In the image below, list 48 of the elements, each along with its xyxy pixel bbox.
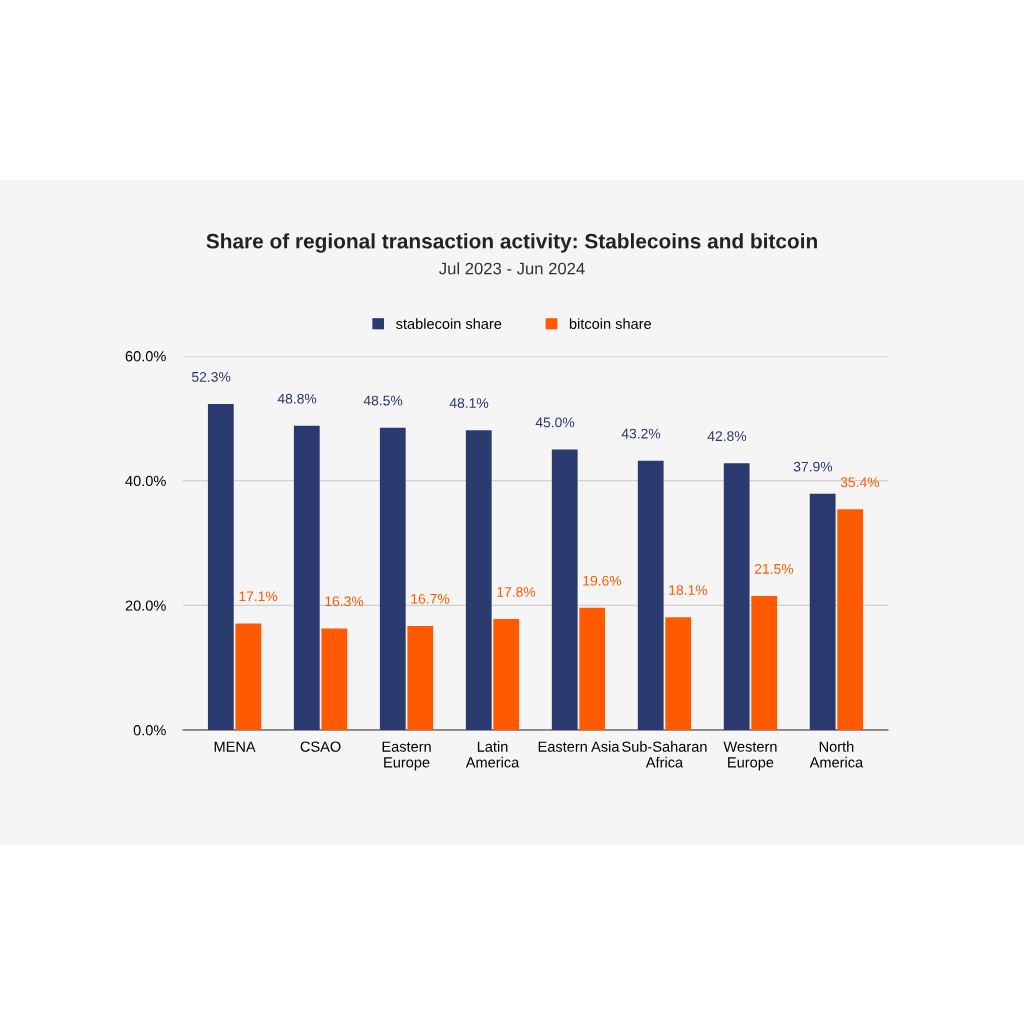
x-tick-label: Western Europe xyxy=(723,741,777,771)
x-tick-label: Eastern Asia xyxy=(538,741,620,752)
data-label: 18.1% xyxy=(669,585,708,595)
data-label: 17.1% xyxy=(239,591,278,602)
x-tick-label: Eastern Europe xyxy=(382,741,431,771)
bar xyxy=(321,628,348,730)
bar xyxy=(751,595,778,730)
data-label: 48.8% xyxy=(277,393,317,404)
bar xyxy=(379,427,406,730)
data-label: 37.9% xyxy=(793,461,833,472)
x-tick-label: CSAO xyxy=(300,741,341,752)
bar xyxy=(637,460,664,730)
data-label: 43.2% xyxy=(621,428,661,439)
bar xyxy=(723,463,750,730)
data-label: 16.3% xyxy=(325,596,364,607)
bar xyxy=(235,623,262,730)
x-tick-label: North America xyxy=(809,741,864,768)
bar xyxy=(493,619,520,730)
bar xyxy=(465,430,492,730)
x-tick-label: MENA xyxy=(214,741,256,752)
y-tick-label: 60.0% xyxy=(125,351,166,362)
bar xyxy=(809,493,836,730)
chart-subtitle: Jul 2023 - Jun 2024 xyxy=(439,262,585,275)
y-tick-label: 20.0% xyxy=(125,600,166,611)
bar xyxy=(579,607,606,730)
data-label: 52.3% xyxy=(191,371,231,382)
legend-label: bitcoin share xyxy=(569,318,651,329)
data-label: 48.1% xyxy=(449,398,489,408)
bar xyxy=(551,449,578,730)
bar xyxy=(293,425,320,730)
data-label: 42.8% xyxy=(707,431,747,442)
bar xyxy=(665,617,692,730)
y-tick-label: 40.0% xyxy=(125,475,166,487)
data-label: 48.5% xyxy=(363,395,403,406)
legend-label: stablecoin share xyxy=(396,318,502,329)
x-tick-label: Latin America xyxy=(465,741,520,768)
y-tick-label: 0.0% xyxy=(133,725,166,736)
data-label: 35.4% xyxy=(840,477,880,488)
bar xyxy=(407,625,434,730)
data-label: 17.8% xyxy=(497,587,536,597)
bar xyxy=(837,509,864,730)
data-label: 21.5% xyxy=(754,563,794,574)
data-label: 19.6% xyxy=(583,575,622,586)
data-label: 45.0% xyxy=(535,417,575,428)
chart-title: Share of regional transaction activity: Stablecoins and bitcoin xyxy=(206,233,817,253)
x-tick-label: Sub-Saharan Africa xyxy=(622,741,707,768)
bar xyxy=(207,404,234,730)
data-label: 16.7% xyxy=(411,593,450,604)
